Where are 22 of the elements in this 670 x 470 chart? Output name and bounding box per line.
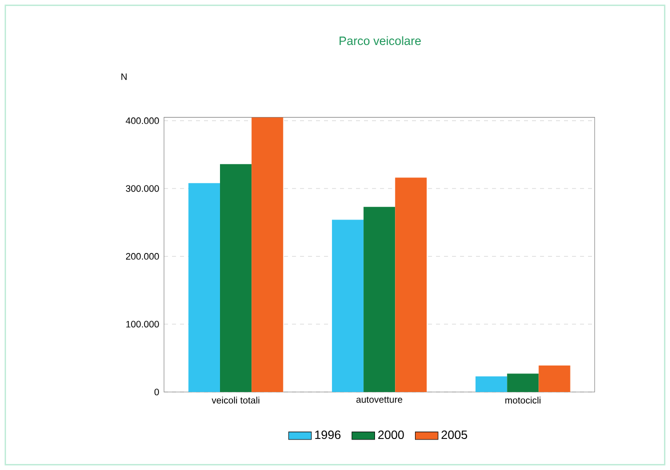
x-tick-label: motocicli — [505, 396, 540, 404]
bar — [332, 220, 364, 392]
bar — [476, 376, 508, 392]
bar — [507, 374, 539, 392]
y-tick-label: 300.000 — [126, 185, 159, 192]
legend-label: 2000 — [378, 430, 404, 440]
bar — [188, 183, 220, 392]
y-axis-title: N — [121, 73, 127, 80]
y-tick-label: 100.000 — [126, 320, 159, 328]
y-tick-label: 200.000 — [126, 253, 159, 260]
bar — [220, 164, 252, 392]
x-tick-label: autovetture — [356, 396, 402, 403]
bar — [395, 178, 427, 392]
bar — [364, 206, 396, 392]
legend-label: 1996 — [315, 430, 340, 440]
chart-title: Parco veicolare — [340, 36, 421, 46]
y-tick-label: 0 — [154, 388, 159, 396]
bar — [538, 366, 570, 392]
bar — [252, 117, 284, 392]
y-tick-label: 400.000 — [126, 117, 159, 124]
legend-label: 2005 — [442, 430, 468, 440]
x-tick-label: veicoli totali — [212, 396, 260, 404]
